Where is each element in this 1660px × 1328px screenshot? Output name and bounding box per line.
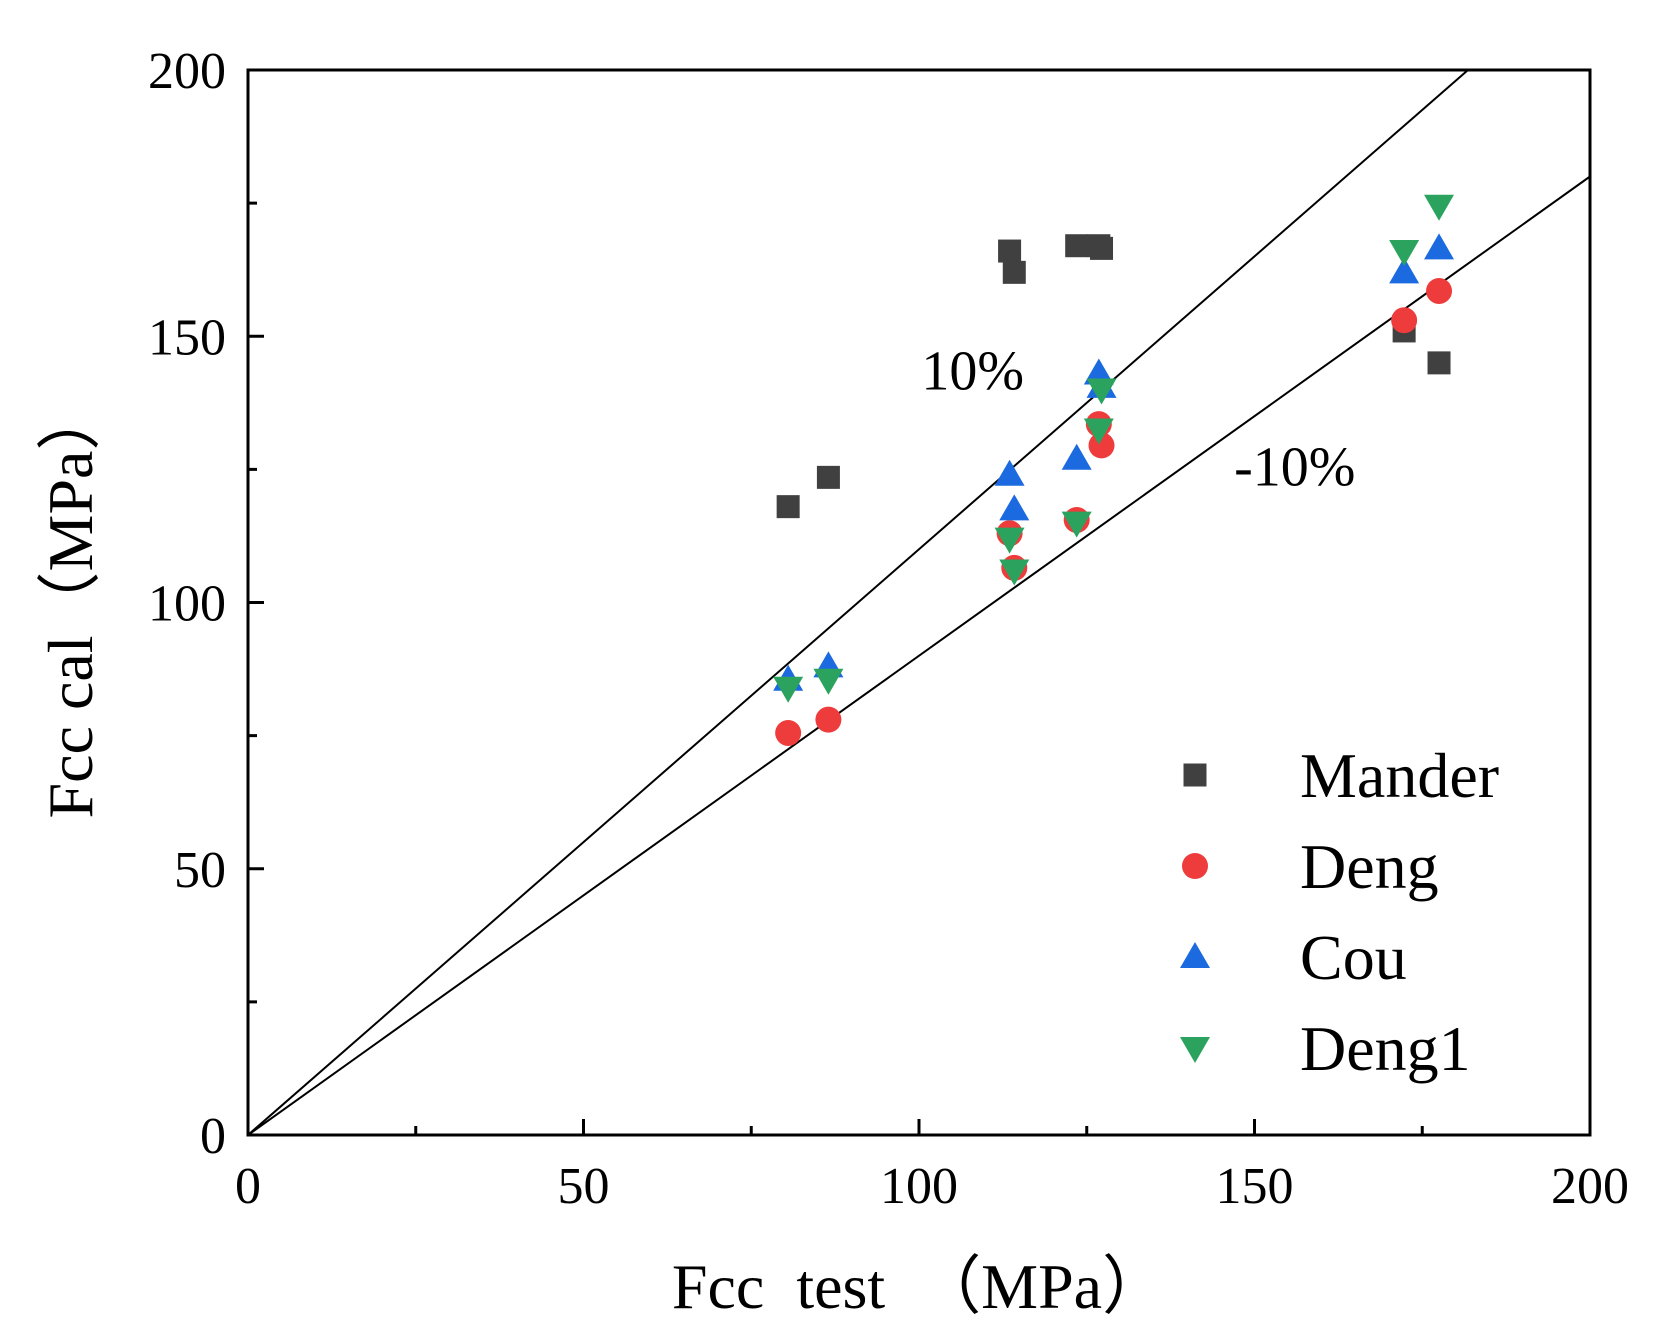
x-tick-label: 100	[880, 1158, 958, 1215]
data-point-mander	[998, 239, 1022, 263]
data-point-cou	[994, 459, 1025, 486]
data-point-cou	[1424, 233, 1455, 260]
y-tick-label: 150	[148, 309, 226, 366]
legend-marker-mander	[1183, 763, 1207, 787]
data-point-deng1	[1083, 418, 1114, 445]
legend-marker-deng1	[1180, 1037, 1210, 1063]
legend-label-mander: Mander	[1300, 740, 1499, 811]
data-point-mander	[776, 495, 800, 519]
data-point-cou	[1083, 358, 1114, 385]
data-point-deng	[1426, 277, 1453, 304]
data-point-cou	[1061, 443, 1092, 470]
x-axis-title: Fcc test （MPa）	[672, 1251, 1166, 1322]
reference-line-minus-10	[247, 175, 1591, 1136]
y-axis-title: Fcc cal（MPa）	[35, 387, 106, 819]
legend-label-deng: Deng	[1300, 831, 1439, 902]
reference-lines	[247, 69, 1591, 1136]
reference-label-plus-10: 10%	[921, 341, 1024, 403]
data-points	[773, 194, 1455, 746]
data-point-deng1	[1424, 194, 1455, 221]
data-point-deng	[815, 706, 842, 733]
data-point-mander	[1427, 351, 1451, 375]
legend-label-cou: Cou	[1300, 922, 1407, 993]
y-tick-label: 0	[200, 1108, 226, 1165]
x-tick-label: 50	[558, 1158, 610, 1215]
reference-line-plus-10	[247, 69, 1469, 1136]
data-point-deng1	[1061, 511, 1092, 538]
axis-ticks: 0 50 100 150 200 0 50 100 150 200	[148, 43, 1629, 1215]
data-point-mander	[816, 465, 840, 489]
data-point-mander	[1090, 236, 1114, 260]
data-point-deng1	[999, 559, 1030, 586]
data-point-deng	[1391, 307, 1418, 334]
annotations: 10% -10%	[921, 341, 1355, 499]
reference-label-minus-10: -10%	[1234, 436, 1355, 498]
data-point-deng	[1088, 432, 1115, 459]
y-tick-label: 100	[148, 576, 226, 633]
legend-marker-deng	[1182, 853, 1208, 879]
legend-marker-cou	[1180, 942, 1210, 968]
data-point-deng1	[1389, 240, 1420, 267]
y-tick-label: 200	[148, 43, 226, 100]
data-point-deng1	[773, 676, 804, 703]
data-point-cou	[999, 494, 1030, 521]
data-point-cou	[1389, 257, 1420, 284]
data-point-deng1	[994, 527, 1025, 554]
data-point-deng	[775, 719, 802, 746]
x-tick-label: 0	[235, 1158, 261, 1215]
data-point-mander	[1002, 260, 1026, 284]
legend-label-deng1: Deng1	[1300, 1013, 1471, 1084]
x-tick-label: 150	[1216, 1158, 1294, 1215]
x-tick-label: 200	[1551, 1158, 1629, 1215]
legend: Mander Deng Cou Deng1	[1180, 740, 1499, 1084]
data-point-deng1	[1086, 378, 1117, 405]
y-tick-label: 50	[174, 842, 226, 899]
data-point-deng1	[813, 668, 844, 695]
data-point-mander	[1065, 234, 1089, 258]
